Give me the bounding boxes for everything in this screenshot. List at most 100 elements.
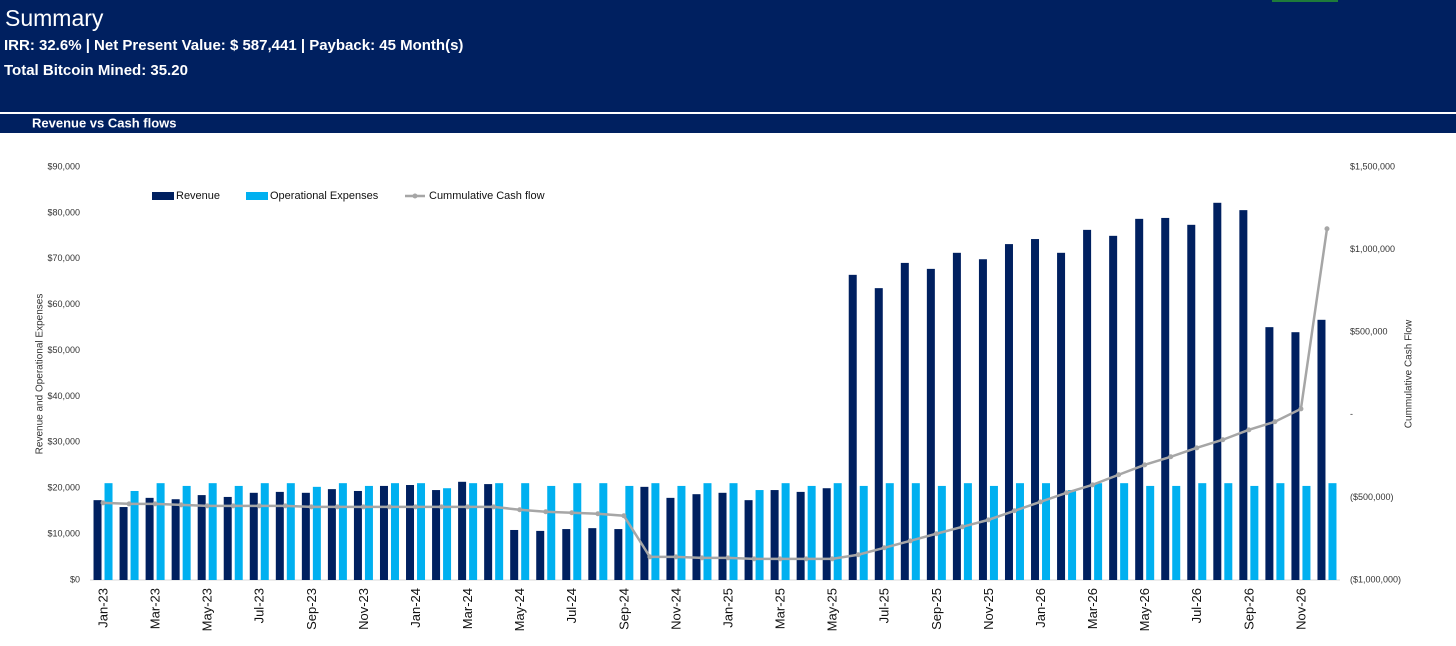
line-point [1272, 419, 1278, 425]
x-tick-label: May-26 [1137, 588, 1152, 631]
bar [1004, 244, 1013, 581]
x-tick-label: Mar-26 [1085, 588, 1100, 629]
bar [599, 483, 608, 580]
bar [260, 483, 269, 580]
bar [156, 483, 165, 580]
bar [145, 497, 154, 580]
bar [223, 496, 232, 580]
line-point [517, 507, 523, 513]
line-point [334, 504, 340, 510]
bar [1198, 483, 1207, 580]
bar [833, 483, 842, 580]
x-tick-label: Mar-24 [460, 588, 475, 629]
x-tick-label: Jul-24 [564, 588, 579, 623]
bar [744, 500, 753, 580]
header-band [0, 0, 1456, 112]
bar [729, 483, 738, 580]
bar [327, 489, 336, 580]
bar [1031, 239, 1040, 580]
x-tick-label: Jan-23 [95, 588, 110, 628]
bar [874, 288, 883, 580]
y-tick-label: $0 [70, 574, 80, 584]
line-point [647, 554, 653, 560]
line-point [881, 545, 887, 551]
bar [926, 268, 935, 580]
legend-label: Operational Expenses [270, 190, 379, 202]
x-tick-label: Jul-23 [252, 588, 267, 623]
y2-tick-label: ($1,000,000) [1350, 574, 1401, 584]
bar [1135, 218, 1144, 581]
line-point [621, 513, 627, 519]
line-point [803, 556, 809, 562]
y2-tick-label: - [1350, 409, 1353, 419]
bar [755, 490, 764, 580]
bar [234, 485, 243, 580]
bar [379, 485, 388, 580]
x-tick-label: May-24 [512, 588, 527, 631]
bar [859, 485, 868, 580]
bar [1265, 327, 1274, 580]
summary-title: Summary [5, 5, 104, 31]
bar [171, 499, 180, 580]
line-point [204, 503, 210, 509]
x-tick-label: Jul-26 [1189, 588, 1204, 623]
bar [677, 485, 686, 580]
line-point [1246, 427, 1252, 433]
x-tick-label: Sep-23 [304, 588, 319, 630]
bar [640, 486, 649, 580]
summary-bitcoin: Total Bitcoin Mined: 35.20 [4, 62, 188, 79]
legend-swatch [246, 192, 268, 200]
x-tick-label: May-25 [825, 588, 840, 631]
y2-tick-label: $1,000,000 [1350, 244, 1395, 254]
bar [978, 259, 987, 580]
line-point [1116, 472, 1122, 478]
bar [1146, 485, 1155, 580]
bar [510, 529, 519, 580]
y2-tick-label: $1,500,000 [1350, 161, 1395, 171]
line-point [1324, 226, 1330, 232]
bar [484, 484, 493, 580]
line-point [751, 556, 757, 562]
line-point [777, 556, 783, 562]
line-point [725, 555, 731, 561]
x-tick-label: Nov-26 [1293, 588, 1308, 630]
x-tick-label: Sep-25 [929, 588, 944, 630]
bar [536, 530, 545, 580]
bar [614, 529, 623, 580]
line-point [152, 501, 158, 507]
line-point [933, 531, 939, 537]
bar [1083, 229, 1092, 580]
bar [182, 485, 191, 580]
bar [417, 483, 426, 580]
line-point [386, 504, 392, 510]
legend-swatch-dot [412, 193, 418, 199]
line-point [1220, 437, 1226, 443]
y-tick-label: $20,000 [47, 483, 80, 493]
legend-swatch [152, 192, 174, 200]
line-point [230, 503, 236, 509]
bar [1213, 202, 1222, 580]
bar [458, 481, 467, 580]
line-point [595, 511, 601, 517]
line-point [465, 504, 471, 510]
line-point [985, 517, 991, 523]
bar [1094, 483, 1103, 580]
bar [1276, 483, 1285, 580]
y-tick-label: $60,000 [47, 299, 80, 309]
bar [822, 488, 831, 580]
x-tick-label: Jan-26 [1033, 588, 1048, 628]
bar [651, 483, 660, 580]
bar [1328, 483, 1337, 580]
line-point [491, 504, 497, 510]
x-tick-label: Nov-23 [356, 588, 371, 630]
x-tick-label: Jan-25 [720, 588, 735, 628]
bar [1161, 217, 1170, 581]
line-point [829, 556, 835, 562]
bar [848, 274, 857, 580]
line-point [1011, 508, 1017, 514]
section-band [0, 114, 1456, 133]
bar [952, 252, 961, 580]
bar [406, 485, 415, 580]
line-point [569, 510, 575, 516]
